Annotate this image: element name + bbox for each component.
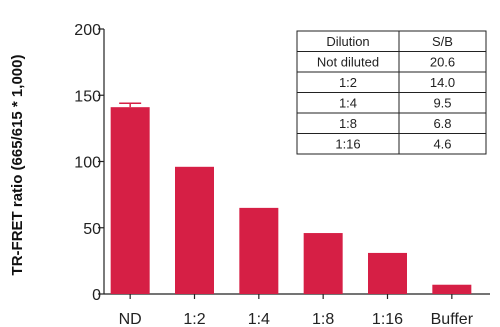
table-header-cell: Dilution xyxy=(326,34,369,49)
table-header-cell: S/B xyxy=(432,34,453,49)
x-tick-label: 1:16 xyxy=(372,311,403,327)
y-tick-label: 100 xyxy=(74,155,101,172)
axes: 0 50 100 150 200 xyxy=(74,22,490,304)
x-tick-label: ND xyxy=(119,311,142,327)
table-cell: Not diluted xyxy=(317,55,379,70)
table-cell: 4.6 xyxy=(433,137,451,152)
y-tick-label: 0 xyxy=(92,287,101,304)
table-cell: 14.0 xyxy=(430,75,455,90)
x-tick-label: 1:8 xyxy=(312,311,334,327)
x-tick-label: 1:2 xyxy=(183,311,205,327)
bars: ND 1:2 1:4 1:8 1:16 Buffer xyxy=(110,102,474,327)
x-tick-label: 1:4 xyxy=(248,311,270,327)
table-cell: 1:16 xyxy=(335,137,360,152)
y-axis-label: TR-FRET ratio (665/615 * 1,000) xyxy=(9,55,26,276)
bar xyxy=(368,252,407,294)
bar xyxy=(110,107,150,294)
y-tick-label: 150 xyxy=(74,88,101,105)
table-cell: 1:8 xyxy=(339,116,357,131)
table-cell: 9.5 xyxy=(433,96,451,111)
x-tick-label: Buffer xyxy=(431,311,474,327)
bar xyxy=(239,207,279,294)
y-tick-label: 200 xyxy=(74,22,101,39)
table-cell: 20.6 xyxy=(430,55,455,70)
table-cell: 6.8 xyxy=(433,116,451,131)
sb-table: Dilution S/B Not diluted 20.6 1:2 14.0 1:4 9.5 1… xyxy=(296,30,487,155)
bar xyxy=(303,233,343,294)
y-tick-label: 50 xyxy=(83,221,101,238)
bar xyxy=(175,166,214,294)
table-cell: 1:4 xyxy=(339,96,357,111)
bar xyxy=(432,284,472,294)
table-cell: 1:2 xyxy=(339,75,357,90)
